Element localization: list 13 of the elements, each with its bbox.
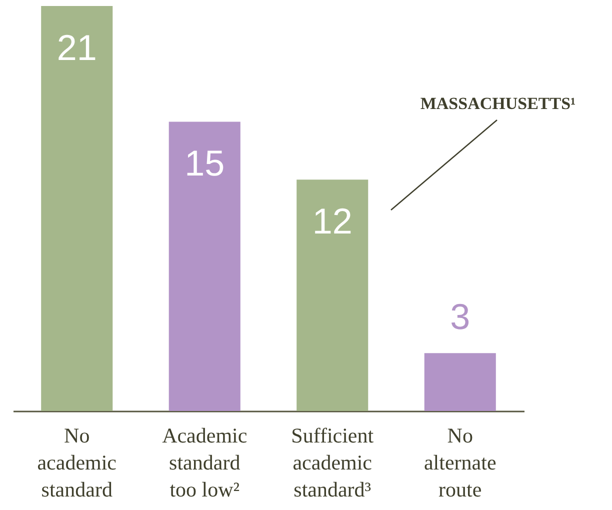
x-tick-label: Academic standard too low²	[162, 424, 248, 502]
bar	[296, 180, 368, 411]
bar	[424, 353, 496, 411]
bar	[41, 6, 113, 411]
data-label: 12	[312, 200, 352, 242]
data-label: 15	[184, 142, 225, 184]
x-tick-label: Sufficient academic standard³	[291, 424, 374, 502]
annotation: MASSACHUSETTS¹	[420, 94, 576, 113]
x-tick-label: No alternate route	[424, 424, 496, 502]
data-label: 3	[450, 296, 470, 338]
data-label: 21	[56, 27, 97, 68]
x-tick-label: No academic standard	[37, 424, 117, 502]
bar	[168, 122, 240, 411]
